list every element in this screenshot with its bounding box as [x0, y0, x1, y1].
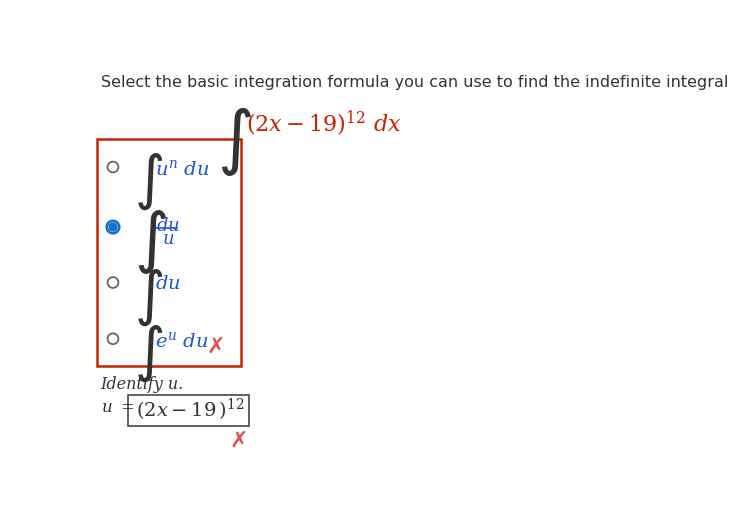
Text: $\int$: $\int$: [134, 208, 167, 276]
Text: $du$: $du$: [155, 275, 180, 293]
Text: $\int$: $\int$: [134, 323, 164, 384]
Text: Select the basic integration formula you can use to find the indefinite integral: Select the basic integration formula you…: [101, 74, 730, 89]
Text: $e^u\ du$: $e^u\ du$: [155, 331, 208, 351]
Text: $\,(2x-19\,)^{12}$: $\,(2x-19\,)^{12}$: [133, 396, 245, 422]
Circle shape: [109, 223, 117, 231]
FancyBboxPatch shape: [97, 138, 241, 365]
FancyBboxPatch shape: [128, 395, 249, 426]
Text: $u\ =$: $u\ =$: [101, 399, 134, 416]
Text: ✗: ✗: [229, 431, 247, 451]
Text: Identify u.: Identify u.: [101, 376, 184, 393]
Text: $\int$: $\int$: [218, 105, 252, 178]
Text: $\int$: $\int$: [134, 267, 164, 328]
Text: $u^n\ du$: $u^n\ du$: [155, 159, 210, 179]
Text: $\int$: $\int$: [134, 152, 164, 212]
Text: ✗: ✗: [206, 336, 225, 356]
Text: $du$: $du$: [156, 217, 180, 235]
Text: $u$: $u$: [162, 230, 174, 248]
Text: $(2x-19)^{12}\ dx$: $(2x-19)^{12}\ dx$: [246, 109, 402, 138]
